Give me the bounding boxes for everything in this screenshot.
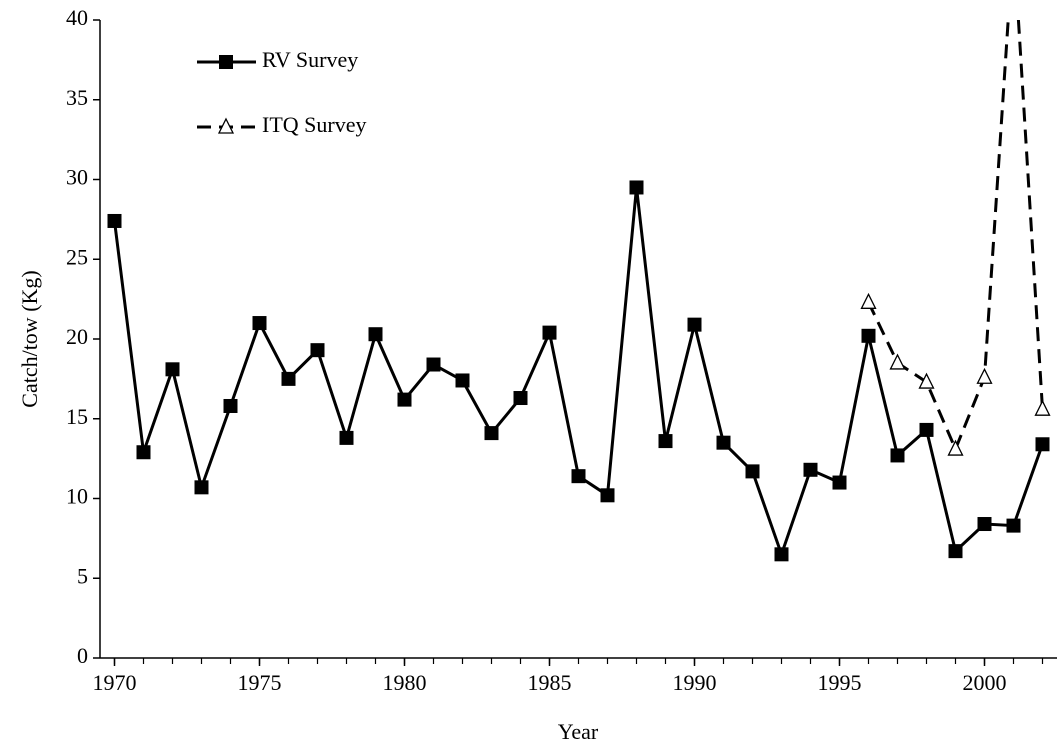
data-point [745,464,760,479]
data-point [889,353,906,370]
x-tick-label: 2000 [963,670,1007,695]
data-point [571,469,586,484]
data-point [281,371,296,386]
data-point [860,292,877,309]
x-tick-label: 1970 [93,670,137,695]
legend-label: ITQ Survey [262,112,366,137]
y-axis-label: Catch/tow (Kg) [17,270,42,407]
data-point [194,480,209,495]
data-point [861,328,876,343]
data-point [948,544,963,559]
data-point [976,367,993,384]
data-point [832,475,847,490]
data-point [803,462,818,477]
data-point [629,180,644,195]
data-point [136,445,151,460]
data-point [252,316,267,331]
x-tick-label: 1985 [528,670,572,695]
data-point [310,343,325,358]
x-tick-label: 1990 [673,670,717,695]
data-point [658,434,673,449]
data-point [165,362,180,377]
y-tick-label: 30 [66,165,88,190]
data-point [918,372,935,389]
data-point [339,430,354,445]
data-point [542,325,557,340]
data-point [890,448,905,463]
y-tick-label: 15 [66,404,88,429]
x-tick-label: 1995 [818,670,862,695]
y-tick-label: 25 [66,244,88,269]
data-point [484,426,499,441]
legend-label: RV Survey [262,47,358,72]
legend-marker [219,55,233,69]
data-point [947,439,964,456]
legend-marker [217,117,235,134]
y-tick-label: 10 [66,484,88,509]
data-point [716,435,731,450]
data-point [687,317,702,332]
x-tick-label: 1975 [238,670,282,695]
data-point [455,373,470,388]
data-point [977,517,992,532]
data-point [1035,437,1050,452]
y-tick-label: 35 [66,85,88,110]
series-line [867,20,1044,453]
series-line [113,187,1044,559]
data-point [600,488,615,503]
data-point [223,398,238,413]
y-tick-label: 20 [66,324,88,349]
y-tick-label: 0 [77,643,88,668]
y-tick-label: 5 [77,563,88,588]
y-tick-label: 40 [66,5,88,30]
data-point [426,357,441,372]
data-point [368,327,383,342]
data-point [397,392,412,407]
data-point [1034,399,1051,416]
data-point [1006,518,1021,533]
data-point [107,213,122,228]
data-point [513,391,528,406]
plot-area [107,20,1051,562]
x-axis-label: Year [558,719,599,744]
data-point [919,422,934,437]
data-point [774,547,789,562]
x-tick-label: 1980 [383,670,427,695]
